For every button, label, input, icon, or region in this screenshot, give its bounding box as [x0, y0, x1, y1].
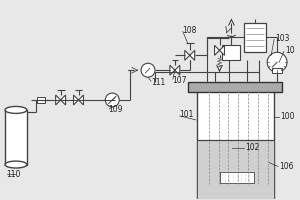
- Bar: [5, 110, 27, 165]
- Text: 10: 10: [285, 46, 295, 55]
- Bar: [188, 82, 282, 92]
- Circle shape: [105, 93, 119, 107]
- Polygon shape: [170, 65, 180, 75]
- Text: 100: 100: [280, 112, 295, 121]
- Text: 102: 102: [245, 143, 260, 152]
- Polygon shape: [185, 50, 195, 60]
- Text: 111: 111: [151, 78, 165, 87]
- Text: 110: 110: [6, 170, 20, 179]
- Ellipse shape: [5, 161, 27, 168]
- Bar: [37, 97, 45, 103]
- Text: 101: 101: [179, 110, 193, 119]
- Bar: [197, 90, 274, 199]
- Ellipse shape: [5, 106, 27, 113]
- Bar: [223, 45, 240, 60]
- Bar: [272, 68, 282, 73]
- Text: 106: 106: [279, 162, 294, 171]
- Bar: [244, 23, 266, 52]
- Bar: [220, 171, 254, 183]
- Text: 108: 108: [182, 26, 196, 35]
- Circle shape: [267, 52, 287, 72]
- Circle shape: [141, 63, 155, 77]
- Text: 107: 107: [172, 76, 186, 85]
- Polygon shape: [214, 45, 224, 55]
- Text: 103: 103: [275, 34, 290, 43]
- Polygon shape: [56, 95, 66, 105]
- Bar: [197, 140, 274, 199]
- Text: 109: 109: [108, 105, 123, 114]
- Polygon shape: [74, 95, 83, 105]
